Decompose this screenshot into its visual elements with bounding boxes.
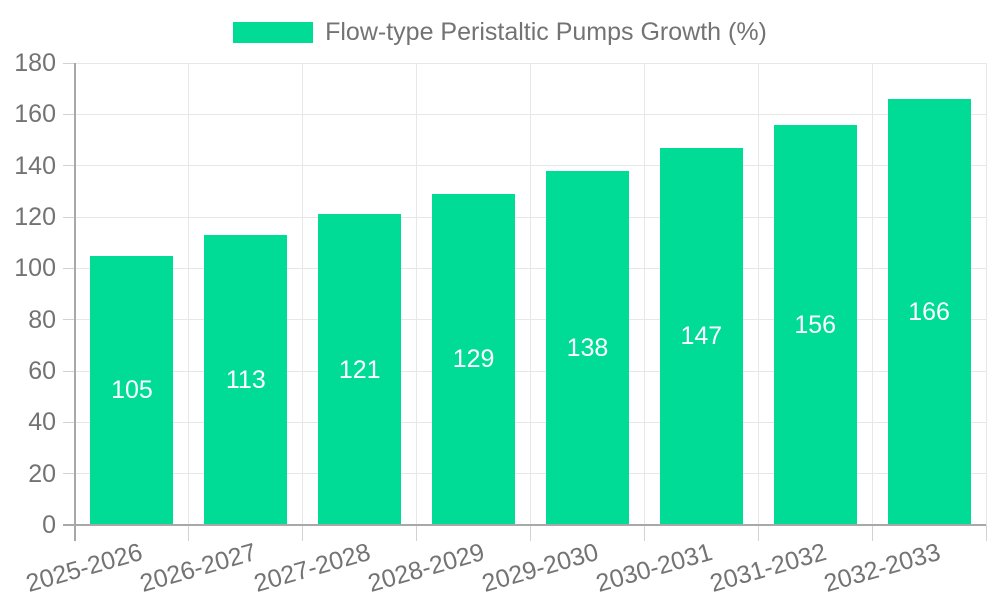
x-tick-label: 2032-2033 bbox=[820, 537, 944, 598]
y-axis-line bbox=[73, 63, 76, 541]
x-gridline bbox=[985, 63, 987, 525]
bar-2026-2027[interactable] bbox=[204, 234, 288, 525]
x-gridline bbox=[302, 63, 304, 525]
bar-2027-2028[interactable] bbox=[318, 214, 402, 525]
y-tick-label: 120 bbox=[14, 203, 56, 231]
x-gridline bbox=[871, 63, 873, 525]
x-tick-label: 2028-2029 bbox=[364, 537, 488, 598]
x-gridline bbox=[530, 63, 531, 525]
bar-2025-2026[interactable] bbox=[90, 255, 174, 525]
bar-value-label: 129 bbox=[452, 345, 495, 374]
x-tick-label: 2025-2026 bbox=[23, 537, 146, 598]
x-tick-label: 2030-2031 bbox=[592, 537, 716, 598]
y-tick-label: 180 bbox=[14, 49, 56, 77]
bar-2031-2032[interactable] bbox=[773, 124, 857, 525]
x-tick-label: 2029-2030 bbox=[478, 537, 602, 598]
y-gridline bbox=[63, 267, 986, 269]
bar-value-label: 166 bbox=[908, 297, 950, 326]
y-gridline bbox=[63, 473, 986, 475]
y-tick-label: 20 bbox=[28, 459, 56, 488]
y-tick-label: 40 bbox=[28, 408, 56, 437]
y-tick bbox=[63, 62, 75, 64]
bar-2028-2029[interactable] bbox=[432, 193, 516, 525]
y-tick bbox=[63, 319, 75, 321]
y-tick-label: 140 bbox=[14, 151, 56, 180]
x-tick bbox=[985, 525, 987, 541]
y-gridline bbox=[63, 421, 986, 423]
x-gridline bbox=[188, 63, 190, 525]
x-gridline bbox=[643, 63, 645, 525]
y-gridline bbox=[63, 370, 986, 372]
x-tick-label: 2026-2027 bbox=[137, 537, 260, 598]
bar-2032-2033[interactable] bbox=[887, 98, 971, 525]
y-tick-label: 0 bbox=[42, 511, 56, 539]
y-tick-label: 60 bbox=[28, 357, 56, 385]
legend-swatch bbox=[233, 21, 314, 43]
bar-2030-2031[interactable] bbox=[659, 147, 743, 525]
y-gridline bbox=[63, 113, 986, 115]
bar-value-label: 121 bbox=[338, 355, 381, 384]
x-axis-line bbox=[63, 524, 986, 526]
x-tick bbox=[302, 525, 304, 541]
bar-2029-2030[interactable] bbox=[545, 170, 629, 525]
x-tick bbox=[188, 525, 190, 541]
y-tick-label: 100 bbox=[14, 254, 56, 283]
legend[interactable]: Flow-type Peristaltic Pumps Growth (%) bbox=[0, 17, 1000, 47]
y-tick bbox=[63, 165, 75, 167]
bar-value-label: 147 bbox=[680, 322, 723, 351]
y-tick bbox=[63, 473, 75, 475]
bar-value-label: 113 bbox=[225, 365, 266, 394]
x-tick bbox=[871, 525, 873, 541]
x-tick bbox=[757, 525, 759, 541]
x-tick-label: 2027-2028 bbox=[251, 537, 374, 598]
x-gridline bbox=[416, 63, 418, 525]
y-gridline bbox=[63, 165, 986, 167]
y-tick bbox=[63, 267, 75, 269]
x-gridline bbox=[757, 63, 759, 525]
y-tick bbox=[63, 370, 75, 372]
y-tick bbox=[63, 113, 75, 115]
x-tick-label: 2031-2032 bbox=[706, 537, 830, 598]
y-gridline bbox=[63, 319, 986, 321]
y-tick bbox=[63, 421, 75, 423]
y-tick-label: 80 bbox=[28, 305, 56, 334]
bar-value-label: 156 bbox=[794, 310, 837, 339]
x-tick bbox=[530, 525, 531, 541]
bar-value-label: 105 bbox=[111, 376, 153, 405]
x-tick bbox=[416, 525, 418, 541]
x-tick bbox=[643, 525, 645, 541]
y-gridline bbox=[63, 62, 986, 64]
legend-label: Flow-type Peristaltic Pumps Growth (%) bbox=[325, 18, 767, 46]
y-tick-label: 160 bbox=[14, 100, 56, 129]
y-tick bbox=[63, 216, 75, 218]
y-gridline bbox=[63, 216, 986, 218]
bar-value-label: 138 bbox=[566, 333, 609, 362]
